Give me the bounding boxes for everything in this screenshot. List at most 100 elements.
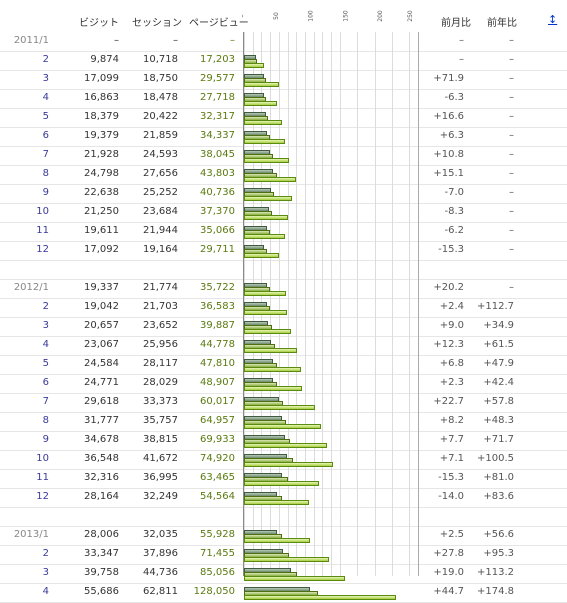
cell-month-over-month: +8.2 <box>439 415 464 426</box>
cell-visits: 9,874 <box>90 54 119 65</box>
cell-sessions: 24,593 <box>143 149 178 160</box>
cell-pageviews: 71,455 <box>200 548 235 559</box>
cell-visits: 32,316 <box>84 472 119 483</box>
cell-year-over-year: +83.6 <box>483 491 514 502</box>
cell-month-over-month: -14.0 <box>438 491 464 502</box>
cell-year-over-year: – <box>509 149 514 160</box>
cell-visits: 28,164 <box>84 491 119 502</box>
row-period-label: 12 <box>36 491 49 502</box>
cell-year-over-year: +95.3 <box>483 548 514 559</box>
cell-sessions: 10,718 <box>143 54 178 65</box>
cell-visits: 23,067 <box>84 339 119 350</box>
row-period-label: 11 <box>36 225 49 236</box>
header-sessions[interactable]: セッション <box>132 18 182 29</box>
cell-sessions: 28,117 <box>143 358 178 369</box>
table-row: 12 28,164 32,249 54,564 -14.0 +83.6 <box>0 488 567 508</box>
cell-sessions: 19,164 <box>143 244 178 255</box>
bar-pageviews <box>244 538 311 543</box>
bar-pageviews <box>244 215 289 220</box>
cell-pageviews: 34,337 <box>200 130 235 141</box>
bar-pageviews <box>244 424 321 429</box>
cell-visits: 16,863 <box>84 92 119 103</box>
cell-pageviews: 27,718 <box>200 92 235 103</box>
cell-month-over-month: +27.8 <box>433 548 464 559</box>
cell-sessions: 27,656 <box>143 168 178 179</box>
cell-year-over-year: +81.0 <box>483 472 514 483</box>
cell-year-over-year: – <box>509 168 514 179</box>
cell-sessions: 35,757 <box>143 415 178 426</box>
sort-icon[interactable]: ↕ <box>548 13 558 26</box>
cell-sessions: 36,995 <box>143 472 178 483</box>
cell-sessions: 32,249 <box>143 491 178 502</box>
header-year-over-year[interactable]: 前年比 <box>487 18 517 29</box>
header-visits[interactable]: ビジット <box>79 18 119 29</box>
cell-sessions: 62,811 <box>143 586 178 597</box>
cell-pageviews: 29,577 <box>200 73 235 84</box>
cell-year-over-year: – <box>509 282 514 293</box>
row-period-label: 7 <box>42 149 49 160</box>
bar-pageviews <box>244 253 280 258</box>
cell-pageviews: 29,711 <box>200 244 235 255</box>
cell-month-over-month: – <box>459 35 464 46</box>
cell-visits: 28,006 <box>84 529 119 540</box>
cell-sessions: 23,652 <box>143 320 178 331</box>
row-period-label: 4 <box>42 339 49 350</box>
cell-visits: 19,337 <box>84 282 119 293</box>
gridline <box>357 32 359 576</box>
cell-sessions: 38,815 <box>143 434 178 445</box>
cell-year-over-year: +56.6 <box>483 529 514 540</box>
cell-year-over-year: +57.8 <box>483 396 514 407</box>
row-period-label: 9 <box>42 434 49 445</box>
table-row: 3 17,099 18,750 29,577 +71.9 – <box>0 70 567 90</box>
cell-visits: 31,777 <box>84 415 119 426</box>
cell-year-over-year: +174.8 <box>476 586 514 597</box>
cell-visits: 17,092 <box>84 244 119 255</box>
cell-visits: 18,379 <box>84 111 119 122</box>
row-period-label: 5 <box>42 358 49 369</box>
row-period-label: 10 <box>36 206 49 217</box>
cell-sessions: 23,684 <box>143 206 178 217</box>
cell-month-over-month: +7.7 <box>439 434 464 445</box>
cell-visits: 20,657 <box>84 320 119 331</box>
row-period-label: 7 <box>42 396 49 407</box>
table-spacer-row <box>0 507 567 527</box>
cell-pageviews: 74,920 <box>200 453 235 464</box>
table-row: 9 22,638 25,252 40,736 -7.0 – <box>0 184 567 204</box>
header-pageviews[interactable]: ページビュー <box>189 18 249 29</box>
cell-pageviews: 47,810 <box>200 358 235 369</box>
table-row: 11 19,611 21,944 35,066 -6.2 – <box>0 222 567 242</box>
bar-pageviews <box>244 310 288 315</box>
header-month-over-month[interactable]: 前月比 <box>441 18 471 29</box>
cell-month-over-month: -6.3 <box>444 92 464 103</box>
report-table: ビジット セッション ページビュー 0 50 100 150 200 250 前月比 前年… <box>0 10 567 603</box>
cell-month-over-month: +71.9 <box>433 73 464 84</box>
cell-pageviews: 37,370 <box>200 206 235 217</box>
cell-pageviews: 54,564 <box>200 491 235 502</box>
cell-visits: 19,379 <box>84 130 119 141</box>
cell-year-over-year: +48.3 <box>483 415 514 426</box>
row-period-label: 6 <box>42 130 49 141</box>
cell-month-over-month: -15.3 <box>438 244 464 255</box>
table-row: 8 24,798 27,656 43,803 +15.1 – <box>0 165 567 185</box>
row-period-label: 8 <box>42 168 49 179</box>
table-row: 5 24,584 28,117 47,810 +6.8 +47.9 <box>0 355 567 375</box>
row-period-label: 2 <box>42 548 49 559</box>
cell-pageviews: – <box>230 35 235 46</box>
cell-pageviews: 40,736 <box>200 187 235 198</box>
row-period-label: 4 <box>42 92 49 103</box>
cell-visits: 17,099 <box>84 73 119 84</box>
cell-year-over-year: – <box>509 73 514 84</box>
bar-pageviews <box>244 101 277 106</box>
cell-month-over-month: – <box>459 54 464 65</box>
cell-sessions: 37,896 <box>143 548 178 559</box>
bar-pageviews <box>244 82 279 87</box>
cell-sessions: 21,944 <box>143 225 178 236</box>
cell-pageviews: 35,722 <box>200 282 235 293</box>
cell-month-over-month: -7.0 <box>444 187 464 198</box>
cell-year-over-year: +112.7 <box>476 301 514 312</box>
cell-pageviews: 48,907 <box>200 377 235 388</box>
gridline <box>322 32 324 576</box>
table-row: 7 29,618 33,373 60,017 +22.7 +57.8 <box>0 393 567 413</box>
row-period-label: 11 <box>36 472 49 483</box>
cell-month-over-month: +7.1 <box>439 453 464 464</box>
